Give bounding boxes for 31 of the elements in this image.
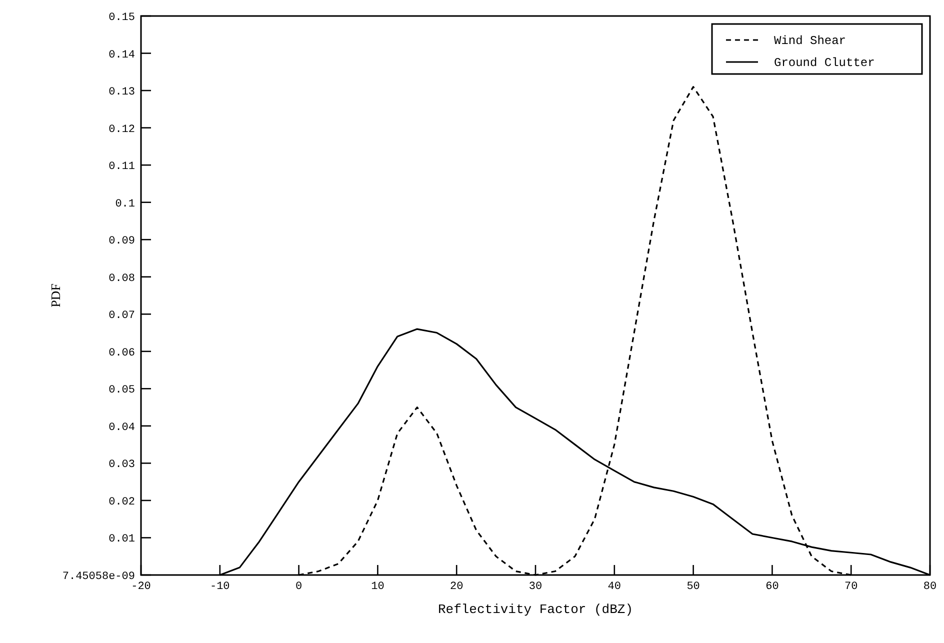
y-tick-label: 0.04 <box>108 422 136 434</box>
y-tick-label: 0.05 <box>108 384 135 397</box>
x-tick-label: 20 <box>450 581 464 593</box>
y-tick-label: 0.15 <box>108 12 135 24</box>
x-tick-label: 80 <box>923 581 937 593</box>
y-tick-label: 0.1 <box>115 198 136 210</box>
x-tick-label: -10 <box>210 581 230 593</box>
x-tick-label: 40 <box>608 581 621 593</box>
x-tick-label: 0 <box>295 581 302 593</box>
y-tick-label: 0.12 <box>108 124 135 136</box>
y-tick-label: 0.13 <box>108 86 135 99</box>
x-tick-label: 10 <box>371 581 384 593</box>
x-tick-label: -20 <box>131 581 151 593</box>
y-tick-label: 0.02 <box>108 496 135 508</box>
x-tick-label: 50 <box>686 581 700 593</box>
x-axis-title: Reflectivity Factor (dBZ) <box>438 602 634 617</box>
x-tick-label: 70 <box>844 581 858 593</box>
y-tick-label: 7.45058e-09 <box>62 571 135 583</box>
y-axis-title: PDF <box>48 284 63 308</box>
y-tick-label: 0.08 <box>108 272 135 285</box>
y-tick-label: 0.11 <box>108 161 136 174</box>
y-tick-label: 0.06 <box>108 347 135 360</box>
y-tick-label: 0.01 <box>108 534 136 546</box>
legend-label: Ground Clutter <box>774 56 875 70</box>
x-tick-label: 60 <box>766 581 779 593</box>
x-tick-label: 30 <box>528 581 542 593</box>
y-tick-label: 0.14 <box>108 49 136 62</box>
legend-label: Wind Shear <box>774 34 846 48</box>
y-tick-label: 0.09 <box>108 236 135 248</box>
y-tick-label: 0.07 <box>108 310 135 322</box>
y-tick-label: 0.03 <box>108 459 135 472</box>
